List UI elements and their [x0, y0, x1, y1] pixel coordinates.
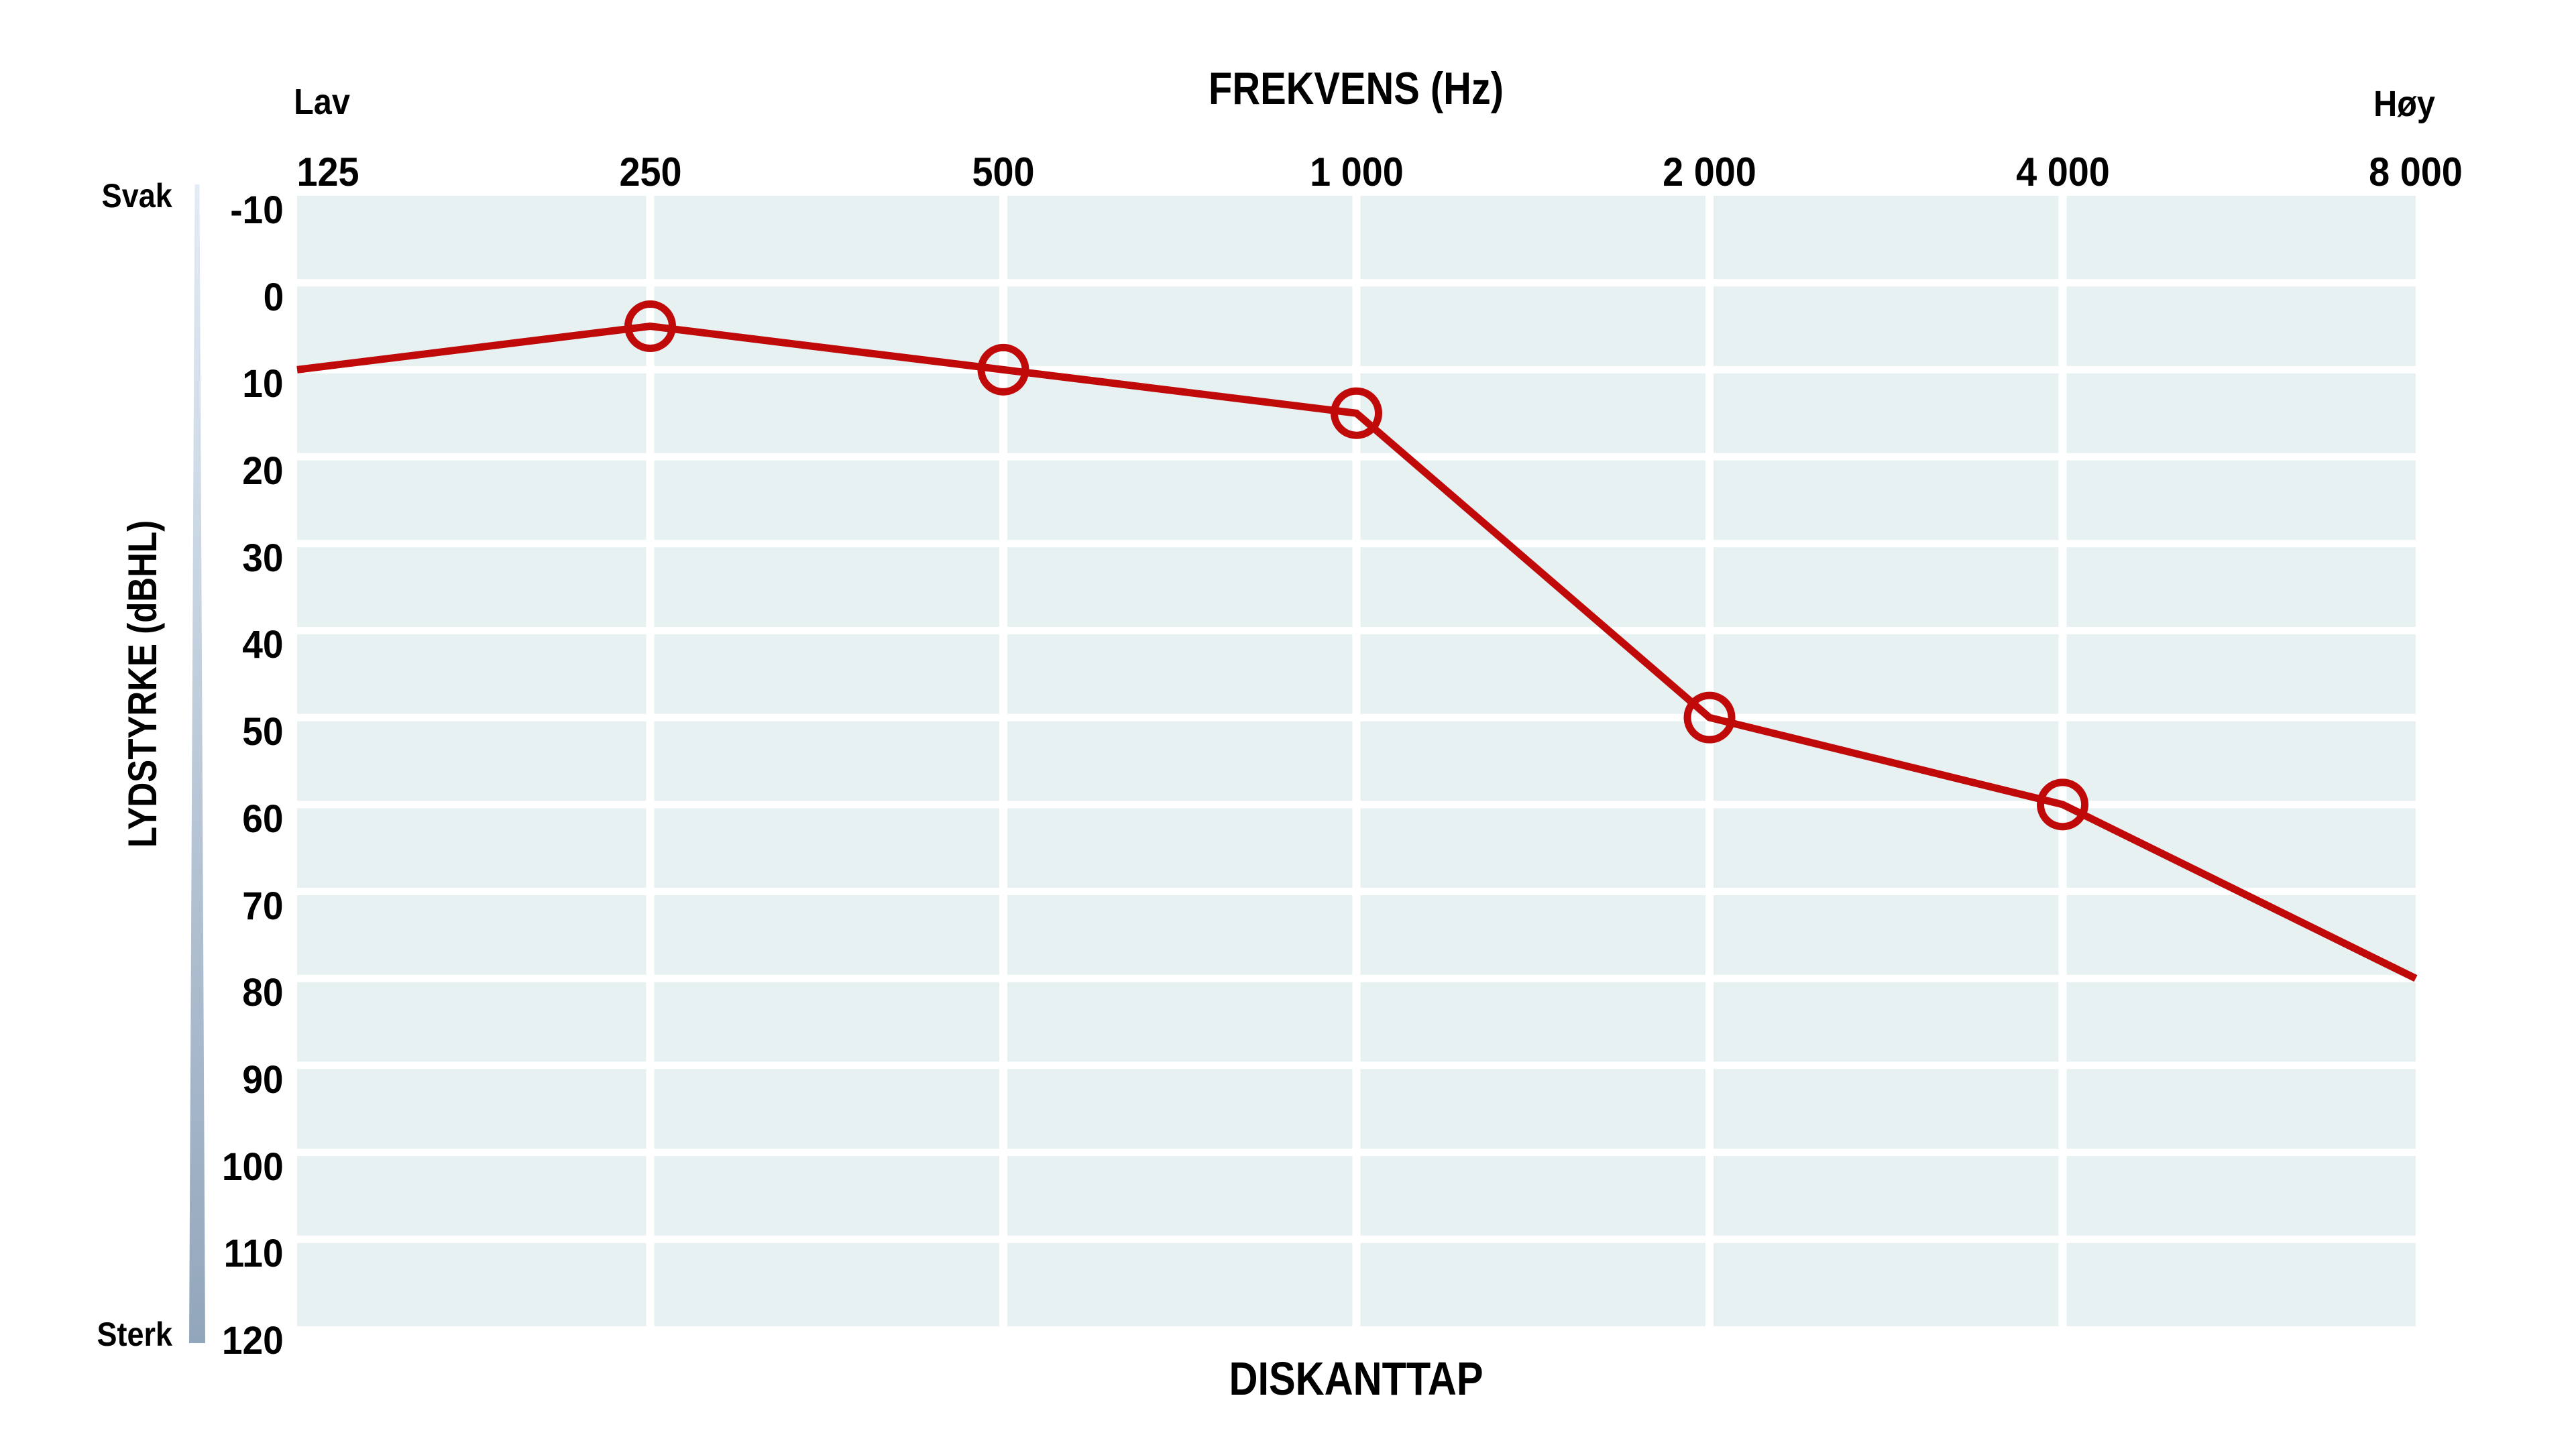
y-tick-70db: 70: [242, 884, 284, 928]
y-tick-80db: 80: [242, 971, 284, 1015]
x-tick-8000hz: 8 000: [2369, 150, 2463, 194]
data-point-marker-1000hz: [1331, 387, 1382, 439]
x-tick-4000hz: 4 000: [2015, 150, 2110, 194]
chart-caption: DISKANTTAP: [1229, 1352, 1483, 1405]
chart-title: FREKVENS (Hz): [1209, 63, 1504, 114]
y-tick-40db: 40: [242, 623, 284, 667]
y-axis-soft-label: Svak: [101, 177, 172, 215]
y-tick-100db: 100: [222, 1145, 284, 1189]
x-tick-2000hz: 2 000: [1663, 150, 1756, 194]
x-tick-125hz: 125: [296, 150, 359, 194]
y-tick-30db: 30: [242, 536, 284, 580]
y-tick-10db: 10: [242, 362, 284, 406]
threshold-line: [296, 322, 2418, 982]
x-tick-250hz: 250: [618, 150, 682, 194]
y-axis-title: LYDSTYRKE (dBHL): [120, 520, 165, 848]
y-tick-50db: 50: [242, 710, 284, 754]
y-tick-0db: 0: [263, 275, 284, 319]
x-axis-low-label: Lav: [294, 82, 350, 122]
y-tick-20db: 20: [242, 449, 284, 494]
loudness-bar: [189, 184, 205, 1343]
y-tick-60db: 60: [242, 797, 284, 841]
data-point-marker-4000hz: [2037, 778, 2088, 831]
y-tick--10db: -10: [230, 188, 284, 232]
x-tick-500hz: 500: [972, 150, 1035, 194]
data-point-marker-500hz: [977, 343, 1029, 396]
x-tick-1000hz: 1 000: [1309, 150, 1404, 194]
y-axis-loud-label: Sterk: [97, 1316, 172, 1353]
y-tick-90db: 90: [242, 1057, 284, 1102]
y-tick-110db: 110: [224, 1232, 284, 1276]
data-point-marker-250hz: [624, 300, 676, 353]
data-point-marker-2000hz: [1683, 691, 1736, 744]
x-axis-high-label: Høy: [2373, 84, 2435, 124]
y-tick-120db: 120: [222, 1319, 284, 1363]
